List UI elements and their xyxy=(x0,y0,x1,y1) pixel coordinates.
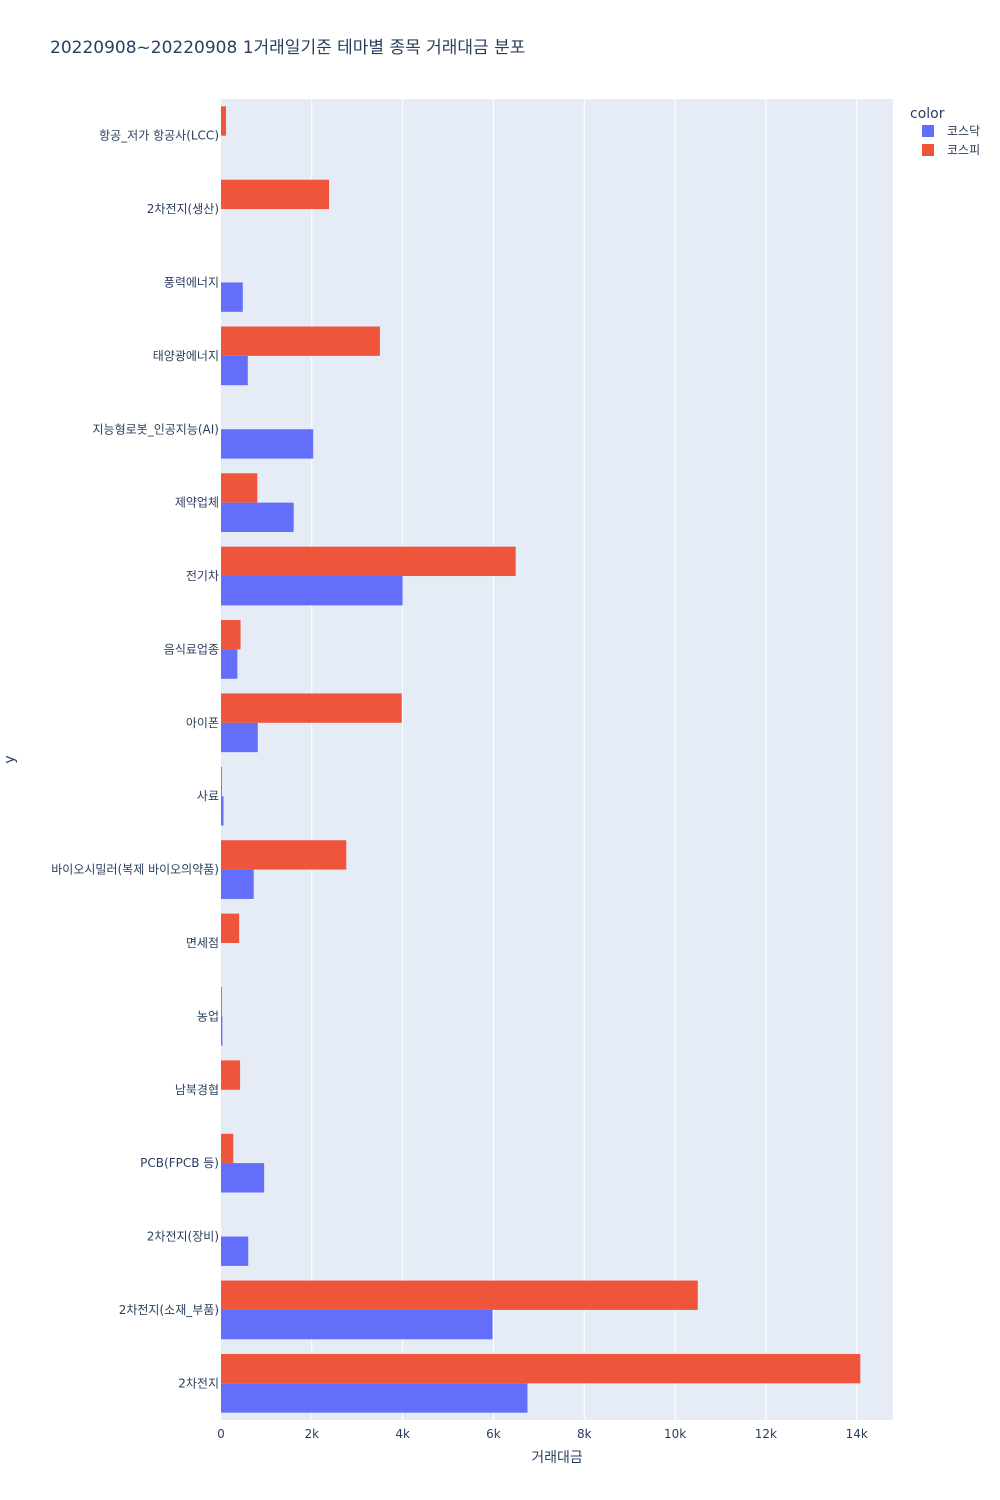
y-tick-label: 남북경협 xyxy=(175,1083,219,1097)
y-tick-label: 면세점 xyxy=(186,936,219,950)
bar-kospi xyxy=(221,326,380,356)
bar-kospi xyxy=(221,840,347,870)
bar-kospi xyxy=(221,473,258,503)
y-tick-label: 2차전지(장비) xyxy=(147,1230,219,1244)
x-tick-label: 6k xyxy=(486,1427,501,1441)
bar-kosdaq xyxy=(221,722,258,753)
y-tick-label: 풍력에너지 xyxy=(164,275,219,289)
y-tick-label: 사료 xyxy=(197,789,219,803)
bar-kospi xyxy=(221,1280,698,1310)
y-tick-label: 전기차 xyxy=(186,569,219,583)
bar-kosdaq xyxy=(221,502,294,532)
bar-kosdaq xyxy=(221,1016,223,1046)
y-tick-label: 2차전지(생산) xyxy=(147,202,219,216)
y-tick-label: 2차전지(소재_부품) xyxy=(119,1303,219,1317)
bar-kospi xyxy=(221,987,222,1017)
bar-kospi xyxy=(221,620,241,650)
bar-kosdaq xyxy=(221,429,314,459)
x-axis-title: 거래대금 xyxy=(531,1450,583,1466)
bar-kosdaq xyxy=(221,796,224,826)
bar-kospi xyxy=(221,913,240,943)
legend-swatch-kospi xyxy=(922,144,934,156)
bar-kospi xyxy=(221,1353,861,1384)
bar-kosdaq xyxy=(221,282,243,312)
bar-kospi xyxy=(221,693,402,723)
x-tick-label: 0 xyxy=(217,1427,225,1441)
y-tick-label: 2차전지 xyxy=(178,1376,219,1390)
x-tick-label: 14k xyxy=(846,1427,868,1441)
bar-kosdaq xyxy=(221,576,403,606)
y-tick-label: 음식료업종 xyxy=(164,642,219,656)
legend-title: color xyxy=(910,106,945,122)
x-tick-label: 4k xyxy=(395,1427,410,1441)
y-tick-label: 제약업체 xyxy=(175,495,219,510)
bar-kospi xyxy=(221,1133,234,1164)
bar-kosdaq xyxy=(221,355,248,386)
bar-kospi xyxy=(221,106,226,136)
bar-kospi xyxy=(221,179,330,210)
bar-kosdaq xyxy=(221,1309,493,1340)
legend-label-kospi: 코스피 xyxy=(947,143,980,157)
y-tick-label: 바이오시밀러(복제 바이오의약품) xyxy=(51,862,219,877)
plot-background xyxy=(221,99,893,1420)
bar-kospi xyxy=(221,546,516,577)
legend-label-kosdaq: 코스닥 xyxy=(947,124,980,138)
y-tick-label: PCB(FPCB 등) xyxy=(140,1156,219,1170)
x-tick-label: 8k xyxy=(577,1427,592,1441)
y-tick-label: 항공_저가 항공사(LCC) xyxy=(99,129,219,143)
bar-kosdaq xyxy=(221,649,238,679)
chart-title: 20220908~20220908 1거래일기준 테마별 종목 거래대금 분포 xyxy=(50,38,526,58)
y-tick-label: 농업 xyxy=(197,1009,219,1023)
y-tick-label: 아이폰 xyxy=(186,716,219,730)
bar-kospi xyxy=(221,766,222,797)
x-tick-label: 12k xyxy=(755,1427,777,1441)
x-tick-label: 10k xyxy=(664,1427,686,1441)
y-tick-label: 지능형로봇_인공지능(AI) xyxy=(93,422,219,436)
legend-swatch-kosdaq xyxy=(922,125,934,137)
bar-kosdaq xyxy=(221,1383,528,1413)
x-tick-label: 2k xyxy=(305,1427,320,1441)
bar-kosdaq xyxy=(221,869,254,899)
bar-kospi xyxy=(221,1060,241,1090)
bar-kosdaq xyxy=(221,1163,265,1193)
bar-kosdaq xyxy=(221,1236,249,1266)
y-tick-label: 태양광에너지 xyxy=(153,349,219,363)
y-axis-title: y xyxy=(2,755,18,763)
